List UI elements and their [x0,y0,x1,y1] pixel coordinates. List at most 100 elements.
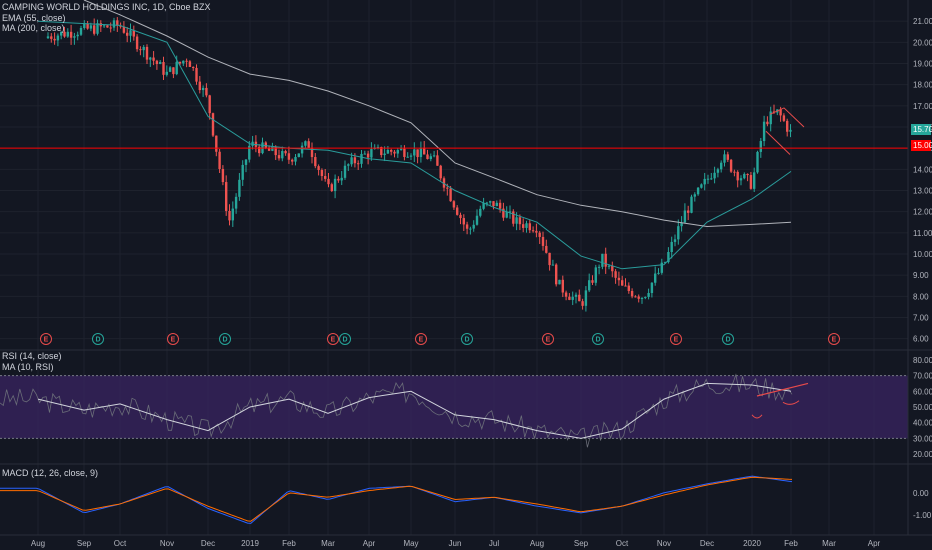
candle-body [304,141,307,146]
earnings-marker[interactable] [415,333,427,345]
candle-body [769,111,772,125]
candle-body [366,153,370,158]
earnings-marker[interactable] [670,333,682,345]
candle-body [267,147,271,151]
candle-body [452,201,456,208]
candle-body [340,177,343,181]
dividend-marker[interactable] [92,333,104,345]
candle-body [456,207,459,215]
rsi-pane[interactable]: 80.00 70.00 60.00 50.00 40.00 30.00 20.00 [0,356,932,459]
candle-body [535,230,538,233]
earnings-marker[interactable] [40,333,52,345]
candle-body [360,153,363,164]
candle-body [564,292,568,297]
candle-body [162,62,165,75]
wedge-lower-trendline[interactable] [765,130,791,155]
time-tick-label: Mar [822,539,836,548]
macd-legend[interactable]: MACD (12, 26, close, 9) [2,468,98,478]
time-tick-label: Apr [868,539,881,548]
ema-legend[interactable]: EMA (55, close) [2,13,66,23]
hline-price-label: 15.00 [913,141,932,150]
event-marker-label: D [342,337,347,344]
event-marker-label: E [331,337,336,344]
earnings-marker[interactable] [167,333,179,345]
dividend-marker[interactable] [461,333,473,345]
candle-body [423,147,426,155]
rsi-trendline[interactable] [756,382,809,397]
candle-body [538,232,541,237]
candle-body [660,262,663,273]
candle-body [416,149,419,158]
rsi-legend[interactable]: RSI (14, close) [2,351,62,361]
candle-body [482,203,485,209]
candle-body [581,301,584,306]
time-tick-label: Dec [201,539,215,548]
candle-body [403,148,406,157]
candle-body [73,36,76,38]
event-marker-label: D [222,337,227,344]
earnings-marker[interactable] [542,333,554,345]
candle-body [789,129,792,132]
wedge-upper-trendline[interactable] [769,107,805,128]
candle-body [274,146,277,156]
candle-body [713,172,716,179]
candle-body [76,34,79,37]
candle-body [119,25,122,27]
price-tick-label: 9.00 [913,271,929,280]
macd-tick-label: -1.00 [913,511,932,520]
candle-body [399,148,403,151]
rsi-arc-left[interactable] [751,414,763,419]
rsi-tick-label: 50.00 [913,403,932,412]
candle-body [515,217,518,224]
rsi-arc-right[interactable] [782,400,800,405]
macd-pane[interactable]: 0.00 -1.00 [0,475,932,524]
ma200-legend[interactable]: MA (200, close) [2,23,65,33]
candle-body [439,165,442,179]
candle-body [624,285,627,287]
candle-body [60,31,63,36]
candle-body [86,23,89,29]
symbol-legend[interactable]: CAMPING WORLD HOLDINGS INC, 1D, Cboe BZX [2,2,211,12]
candle-body [409,155,413,157]
last-price-label: 15.70 [913,125,932,134]
price-tick-label: 6.00 [913,335,929,344]
candle-body [248,145,251,160]
candle-body [640,297,644,299]
dividend-marker[interactable] [592,333,604,345]
candle-body [168,67,172,72]
candle-body [729,159,733,172]
candle-body [756,151,759,173]
macd-line [0,475,793,524]
candle-body [320,170,324,177]
candle-body [46,36,50,39]
candle-body [370,149,373,158]
earnings-marker[interactable] [327,333,339,345]
candle-body [693,194,696,197]
candle-body [571,296,574,300]
dividend-marker[interactable] [722,333,734,345]
candle-body [132,30,135,37]
candle-body [489,201,492,203]
candle-body [696,187,700,195]
candle-body [330,184,333,192]
rsi-ma-legend[interactable]: MA (10, RSI) [2,362,54,372]
candle-body [228,210,231,221]
candle-body [462,218,465,225]
dividend-marker[interactable] [219,333,231,345]
dividend-marker[interactable] [339,333,351,345]
candle-body [634,296,637,298]
event-marker-label: E [674,337,679,344]
candle-body [723,154,726,163]
candle-body [155,60,159,65]
price-tick-label: 12.00 [913,208,932,217]
candle-body [578,294,581,302]
earnings-marker[interactable] [828,333,840,345]
candle-body [149,57,152,60]
candle-body [531,230,535,232]
candle-body [644,296,647,298]
candle-body [680,222,683,227]
candle-body [690,196,693,213]
candle-body [195,67,198,82]
